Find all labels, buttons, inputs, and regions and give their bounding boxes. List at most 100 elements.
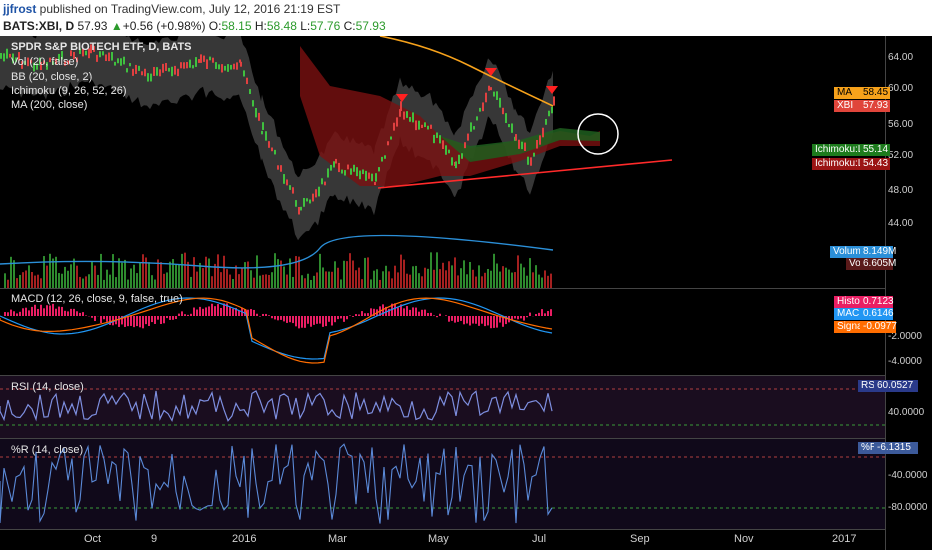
volume-bar xyxy=(292,276,294,288)
volume-bar xyxy=(25,270,27,288)
macd-histogram-bar xyxy=(235,307,237,316)
macd-histogram-bar xyxy=(247,309,249,316)
price-candle xyxy=(451,157,453,166)
macd-histogram-bar xyxy=(406,306,408,316)
indicator-vol[interactable]: Vol (20, false) xyxy=(11,56,79,68)
volume-bar xyxy=(163,273,165,288)
volume-bar xyxy=(169,261,171,288)
x-label: Sep xyxy=(630,533,650,545)
volume-bar xyxy=(433,269,435,288)
volume-bar xyxy=(151,275,153,288)
price-candle xyxy=(224,65,226,71)
macd-histogram-bar xyxy=(454,316,456,323)
macd-histogram-bar xyxy=(481,316,483,324)
price-candle xyxy=(70,50,72,57)
price-candle xyxy=(135,64,137,74)
price-candle xyxy=(505,113,507,124)
price-candle xyxy=(221,64,223,73)
price-candle xyxy=(533,152,535,157)
price-candle xyxy=(295,200,297,207)
price-candle xyxy=(306,198,308,202)
price-candle xyxy=(400,101,402,112)
price-candle xyxy=(553,96,555,106)
price-candle xyxy=(67,60,69,65)
macd-pane-title[interactable]: MACD (12, 26, close, 9, false, true) xyxy=(11,293,183,305)
price-candle xyxy=(198,59,200,63)
price-candle xyxy=(312,193,314,202)
price-candle xyxy=(117,58,119,64)
volume-bar xyxy=(250,270,252,288)
macd-histogram-bar xyxy=(292,316,294,324)
volume-bar xyxy=(427,268,429,288)
chart-canvas[interactable] xyxy=(0,36,932,550)
volume-bar xyxy=(403,259,405,288)
indicator-ma[interactable]: MA (200, close) xyxy=(11,99,88,111)
pane-separator xyxy=(0,529,885,530)
volume-bar xyxy=(319,253,321,288)
volume-bar xyxy=(331,271,333,288)
volume-bar xyxy=(265,274,267,288)
price-candle xyxy=(165,63,167,71)
author-link[interactable]: jjfrost xyxy=(3,2,37,16)
macd-histogram-bar xyxy=(178,313,180,316)
rsi-pane-title[interactable]: RSI (14, close) xyxy=(11,381,84,393)
price-candle xyxy=(412,112,414,123)
y-tick: 64.00 xyxy=(888,52,914,63)
price-candle xyxy=(114,61,116,66)
volume-bar xyxy=(259,275,261,288)
volume-bar xyxy=(274,253,276,288)
volume-bar xyxy=(79,276,81,288)
volume-bar xyxy=(91,261,93,288)
price-candle xyxy=(240,61,242,67)
volume-bar xyxy=(355,270,357,288)
volume-bar xyxy=(367,257,369,288)
chart-area[interactable]: SPDR S&P BIOTECH ETF, D, BATS Vol (20, f… xyxy=(0,36,932,550)
price-candle xyxy=(539,135,541,145)
wr-pane-title[interactable]: %R (14, close) xyxy=(11,444,84,456)
volume-bar xyxy=(523,267,525,288)
volume-bar xyxy=(451,265,453,288)
macd-histogram-bar xyxy=(523,316,525,321)
volume-bar xyxy=(22,272,24,288)
price-candle xyxy=(321,178,323,185)
macd-histogram-bar xyxy=(445,315,447,316)
macd-histogram-bar xyxy=(298,316,300,329)
price-candle xyxy=(85,50,87,56)
macd-histogram-bar xyxy=(421,309,423,316)
price-candle xyxy=(183,62,185,69)
price-candle xyxy=(15,57,17,63)
lead1-tag-label: Ichimoku:Lead 1 xyxy=(812,144,888,156)
volume-bar xyxy=(472,269,474,288)
volume-bar xyxy=(316,272,318,288)
price-pane-title: SPDR S&P BIOTECH ETF, D, BATS xyxy=(11,41,192,53)
price-candle xyxy=(442,140,444,149)
macd-histogram-bar xyxy=(163,316,165,324)
volume-bar xyxy=(181,253,183,288)
rsi-tag-label: RSI xyxy=(858,380,878,392)
x-label: 9 xyxy=(151,533,158,545)
volume-bar xyxy=(484,272,486,288)
price-candle xyxy=(76,57,78,63)
y-tick: 52.00 xyxy=(888,150,914,161)
volume-bar xyxy=(487,268,489,288)
x-label: May xyxy=(428,533,449,545)
macd-histogram-bar xyxy=(436,316,438,318)
macd-histogram-bar xyxy=(199,306,201,316)
price-candle xyxy=(271,147,273,152)
indicator-ichimoku[interactable]: Ichimoku (9, 26, 52, 26) xyxy=(11,85,127,97)
macd-histogram-bar xyxy=(238,310,240,316)
price-candle xyxy=(159,69,161,77)
macd-histogram-bar xyxy=(403,308,405,316)
price-candle xyxy=(427,125,429,130)
macd-histogram-bar xyxy=(487,316,489,326)
rsi-y-tick: 40.0000 xyxy=(888,407,925,418)
macd-histogram-bar xyxy=(418,311,420,316)
price-candle xyxy=(524,142,526,151)
indicator-bb[interactable]: BB (20, close, 2) xyxy=(11,71,93,83)
volume-bar xyxy=(157,259,159,288)
price-axis-border xyxy=(885,36,886,550)
macd-histogram-bar xyxy=(250,309,252,316)
macd-histogram-bar xyxy=(166,316,168,319)
volma-tag-label: Volume MA xyxy=(830,246,884,258)
price-candle xyxy=(141,71,143,76)
